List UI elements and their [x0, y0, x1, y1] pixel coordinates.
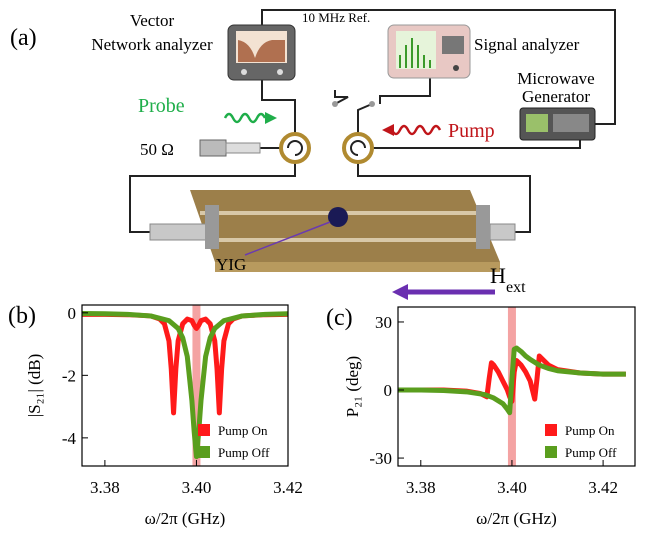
switch-node	[369, 101, 375, 107]
y-tick-label: -30	[369, 449, 392, 468]
wire	[262, 80, 295, 134]
panel-label: (b)	[8, 303, 36, 329]
legend-swatch	[198, 424, 210, 436]
wire	[358, 104, 372, 134]
connector	[150, 224, 210, 240]
y-tick-label: 0	[384, 381, 393, 400]
generator-label: Generator	[522, 87, 590, 106]
connector	[490, 224, 515, 240]
wire	[380, 78, 430, 104]
port	[453, 65, 459, 71]
load-connector	[226, 143, 260, 153]
port	[241, 69, 247, 75]
figure: (a) Vector Network analyzer 10 MHz Ref. …	[0, 0, 654, 531]
panel-label: (c)	[326, 305, 353, 331]
signal-analyzer-label: Signal analyzer	[474, 35, 580, 54]
connector	[476, 205, 490, 249]
y-tick-label: 0	[68, 304, 77, 323]
field-symbol: H	[490, 263, 506, 288]
circulator	[344, 134, 372, 162]
legend-swatch	[545, 446, 557, 458]
field-arrowhead	[392, 284, 408, 300]
legend-swatch	[545, 424, 557, 436]
probe-wave	[225, 114, 265, 122]
board	[190, 190, 500, 262]
circulator	[281, 134, 309, 162]
y-axis-label: |S₂₁| (dB)	[25, 354, 44, 418]
reference-label: 10 MHz Ref.	[302, 10, 370, 25]
vna-label: Network analyzer	[91, 35, 213, 54]
yig-sphere	[328, 207, 348, 227]
x-tick-label: 3.42	[273, 478, 303, 497]
x-axis-label: ω/2π (GHz)	[476, 509, 557, 528]
field-subscript: ext	[506, 279, 526, 296]
plot-frame	[398, 307, 635, 466]
pump-label: Pump	[448, 120, 495, 142]
vna-label: Vector	[130, 11, 175, 30]
pump-arrowhead	[382, 124, 394, 136]
pump-wave	[392, 126, 440, 134]
legend-swatch	[198, 446, 210, 458]
x-tick-label: 3.42	[588, 478, 618, 497]
plot-frame	[82, 305, 288, 466]
legend-label: Pump Off	[218, 445, 270, 460]
legend-label: Pump On	[565, 423, 615, 438]
switch-node	[332, 101, 338, 107]
probe-arrowhead	[265, 112, 277, 124]
data-line	[82, 314, 288, 412]
connector	[205, 205, 219, 249]
probe-label: Probe	[138, 95, 185, 117]
x-tick-label: 3.40	[182, 478, 212, 497]
x-tick-label: 3.38	[406, 478, 436, 497]
load-connector	[200, 140, 226, 156]
x-tick-label: 3.38	[90, 478, 120, 497]
load-label: 50 Ω	[140, 140, 174, 159]
x-tick-label: 3.40	[497, 478, 527, 497]
sample-label: YIG	[216, 255, 246, 274]
port	[277, 69, 283, 75]
data-line	[398, 348, 626, 413]
panel-label: (a)	[10, 25, 37, 51]
board-edge	[215, 262, 500, 272]
generator-screen	[526, 114, 548, 132]
x-axis-label: ω/2π (GHz)	[145, 509, 226, 528]
legend-label: Pump On	[218, 423, 268, 438]
y-axis-label: P₂₁ (deg)	[343, 356, 362, 417]
y-tick-label: -2	[62, 366, 76, 385]
y-tick-label: -4	[62, 429, 77, 448]
setup-diagram: (a) Vector Network analyzer 10 MHz Ref. …	[10, 10, 615, 300]
sa-keys	[442, 36, 464, 54]
generator-keys	[553, 114, 589, 132]
y-tick-label: 30	[375, 313, 392, 332]
legend-label: Pump Off	[565, 445, 617, 460]
generator-label: Microwave	[517, 69, 594, 88]
